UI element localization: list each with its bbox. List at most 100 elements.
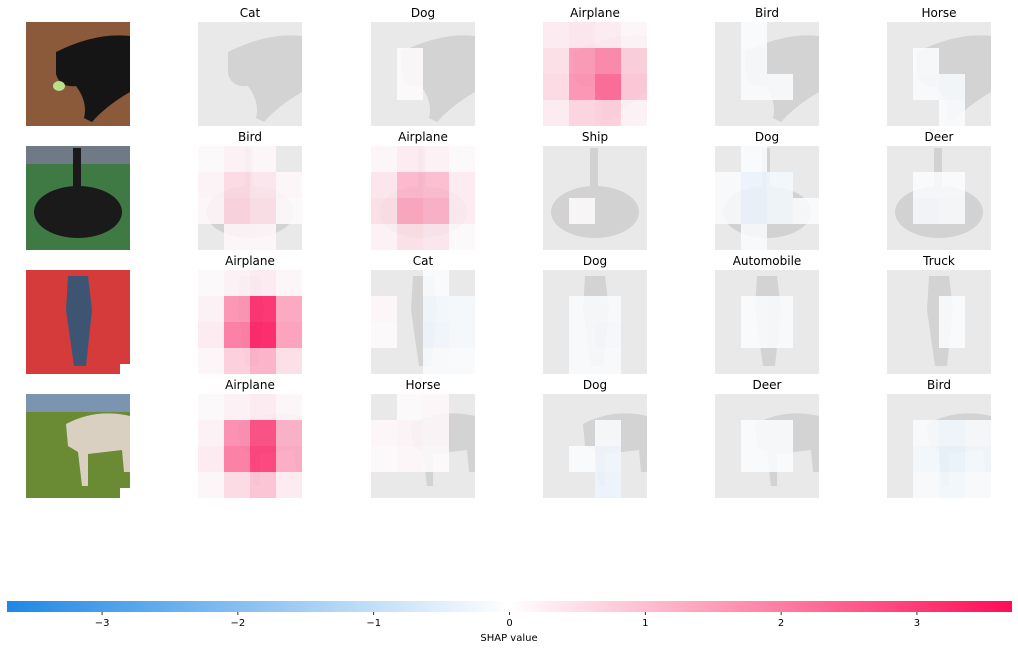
shap-cell — [397, 146, 423, 172]
shap-cell — [397, 420, 423, 446]
shap-cell — [250, 322, 276, 348]
shap-cell — [595, 74, 621, 100]
shap-panel: Dog — [543, 378, 647, 498]
shap-cell — [250, 198, 276, 224]
shap-cell — [595, 100, 621, 126]
shap-cell — [913, 198, 939, 224]
shap-cell — [569, 48, 595, 74]
input-image-ball — [53, 81, 65, 91]
shap-panel: Automobile — [715, 254, 819, 374]
shap-cell — [276, 472, 302, 498]
shap-cell — [250, 348, 276, 374]
shap-cell — [767, 420, 793, 446]
shap-cell — [371, 198, 397, 224]
shap-cell — [224, 270, 250, 296]
shap-panel: Airplane — [543, 6, 647, 126]
shap-cell — [449, 348, 475, 374]
shap-panel-title: Dog — [583, 254, 607, 268]
shap-cell — [595, 296, 621, 322]
shap-panel: Ship — [543, 130, 647, 250]
shap-cell — [371, 446, 397, 472]
colorbar-tick-label: −3 — [95, 618, 110, 629]
shap-cell — [371, 322, 397, 348]
shap-cell — [198, 446, 224, 472]
shap-cell — [569, 296, 595, 322]
input-image — [26, 270, 130, 374]
shap-cell — [397, 172, 423, 198]
shap-cell — [569, 198, 595, 224]
shap-cell — [939, 322, 965, 348]
shap-panel-silhouette — [228, 35, 302, 122]
shap-cell — [224, 198, 250, 224]
shap-cell — [423, 322, 449, 348]
shap-cell — [224, 322, 250, 348]
input-image — [26, 22, 130, 126]
shap-cell — [449, 322, 475, 348]
shap-cell — [767, 322, 793, 348]
shap-cell — [371, 146, 397, 172]
shap-cell — [397, 446, 423, 472]
input-image-subject-part — [56, 35, 130, 122]
shap-cell — [939, 296, 965, 322]
colorbar-tick-label: −2 — [231, 618, 246, 629]
shap-cell — [621, 48, 647, 74]
input-image-subject — [56, 35, 130, 122]
colorbar-gradient — [7, 601, 1012, 612]
shap-cell — [741, 224, 767, 250]
shap-cell — [595, 48, 621, 74]
shap-panel: Airplane — [198, 378, 302, 498]
shap-cell — [423, 394, 449, 420]
shap-cell — [767, 74, 793, 100]
shap-panel: Cat — [198, 6, 302, 126]
shap-cell — [250, 394, 276, 420]
shap-cell — [198, 394, 224, 420]
shap-cell — [423, 224, 449, 250]
shap-panel-title: Horse — [406, 378, 441, 392]
shap-panel-silhouette-part — [590, 148, 598, 192]
shap-cell — [595, 446, 621, 472]
shap-cell — [767, 446, 793, 472]
input-image — [26, 394, 130, 498]
shap-cell — [767, 296, 793, 322]
shap-cell — [397, 224, 423, 250]
colorbar: −3 −2 −1 0 1 2 3 SHAP value — [7, 601, 1012, 644]
shap-cell — [939, 74, 965, 100]
shap-panel-title: Automobile — [733, 254, 802, 268]
shap-cell — [276, 296, 302, 322]
input-image — [26, 146, 130, 250]
shap-cell — [250, 296, 276, 322]
shap-cell — [224, 224, 250, 250]
shap-panel: Airplane — [198, 254, 302, 374]
shap-panel: Truck — [887, 254, 991, 374]
shap-cell — [250, 446, 276, 472]
shap-panel-title: Airplane — [398, 130, 448, 144]
shap-cell — [198, 172, 224, 198]
shap-panel-title: Dog — [583, 378, 607, 392]
shap-cell — [397, 198, 423, 224]
colorbar-tick-label: 0 — [506, 618, 512, 629]
shap-panel: Bird — [887, 378, 991, 498]
shap-cell — [621, 100, 647, 126]
shap-cell — [224, 296, 250, 322]
shap-cell — [913, 420, 939, 446]
shap-cell — [543, 74, 569, 100]
shap-cell — [250, 224, 276, 250]
input-image-subject-part — [66, 413, 130, 486]
shap-panel-title: Deer — [753, 378, 782, 392]
shap-cell — [715, 172, 741, 198]
shap-panel-title: Bird — [927, 378, 951, 392]
shap-cell — [449, 296, 475, 322]
shap-panel-title: Dog — [411, 6, 435, 20]
shap-cell — [569, 348, 595, 374]
shap-cell — [741, 172, 767, 198]
shap-panel-title: Deer — [925, 130, 954, 144]
shap-cell — [423, 198, 449, 224]
input-image-subject — [66, 413, 130, 486]
shap-cell — [621, 22, 647, 48]
shap-cell — [250, 420, 276, 446]
shap-cell — [913, 48, 939, 74]
shap-panel-silhouette-part — [228, 35, 302, 122]
colorbar-tick-label: 3 — [914, 618, 920, 629]
shap-cell — [198, 198, 224, 224]
shap-panel: Dog — [715, 130, 819, 250]
